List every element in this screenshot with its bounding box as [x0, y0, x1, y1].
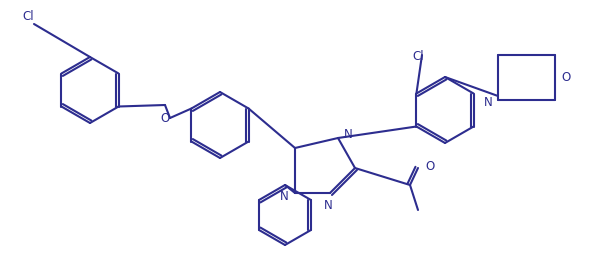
Text: Cl: Cl	[412, 50, 424, 63]
Text: N: N	[344, 128, 353, 141]
Text: O: O	[160, 111, 170, 124]
Text: N: N	[484, 96, 493, 109]
Text: Cl: Cl	[22, 9, 34, 22]
Text: N: N	[323, 199, 333, 212]
Text: N: N	[280, 189, 289, 202]
Text: O: O	[425, 160, 434, 173]
Text: O: O	[561, 71, 570, 84]
